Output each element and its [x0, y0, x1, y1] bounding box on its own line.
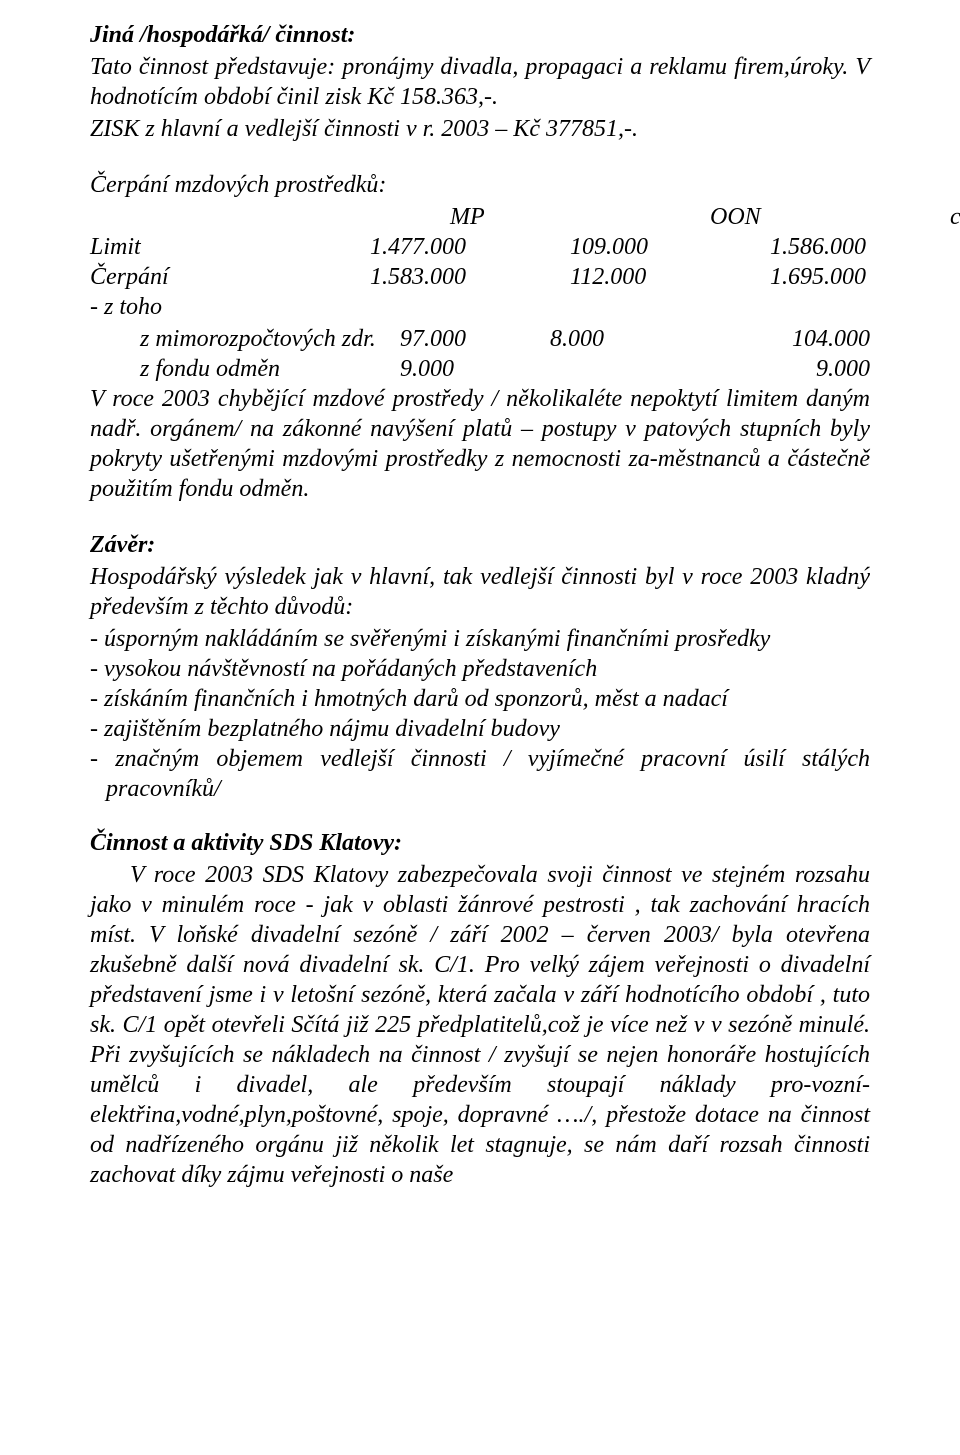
funds-header-row: MP OON celkem	[90, 202, 870, 232]
cell-celkem: 104.000	[720, 324, 870, 354]
list-item: - zajištěním bezplatného nájmu divadelní…	[90, 714, 870, 744]
funds-paragraph: V roce 2003 chybějící mzdové prostředy /…	[90, 384, 870, 504]
spacer	[90, 146, 870, 170]
funds-heading: Čerpání mzdových prostředků:	[90, 170, 870, 200]
cell-mp: 1.477.000	[370, 232, 570, 262]
spacer	[90, 804, 870, 828]
cell-mp: 1.583.000	[370, 262, 570, 292]
cell-label: z fondu odměn	[140, 354, 400, 384]
funds-header-mp: MP	[370, 202, 650, 232]
cell-label: Limit	[90, 232, 370, 262]
cell-oon: 112.000	[570, 262, 770, 292]
list-item: - získáním finančních i hmotných darů od…	[90, 684, 870, 714]
blank-cell	[90, 202, 370, 232]
sds-body: V roce 2003 SDS Klatovy zabezpečovala sv…	[90, 860, 870, 1190]
list-item: - úsporným nakládáním se svěřenými i zís…	[90, 624, 870, 654]
cell-oon: 109.000	[570, 232, 770, 262]
cell-mp: 9.000	[400, 354, 550, 384]
table-row: z mimorozpočtových zdr. 97.000 8.000 104…	[90, 324, 870, 354]
cell-label: Čerpání	[90, 262, 370, 292]
cell-celkem: 1.586.000	[770, 232, 870, 262]
spacer	[90, 506, 870, 530]
list-item: - značným objemem vedlejší činnosti / vy…	[90, 744, 870, 804]
table-row: Čerpání 1.583.000 112.000 1.695.000	[90, 262, 870, 292]
cell-celkem: 1.695.000	[770, 262, 870, 292]
section1-line1: Tato činnost představuje: pronájmy divad…	[90, 52, 870, 112]
zaver-list: - úsporným nakládáním se svěřenými i zís…	[90, 624, 870, 804]
list-item: - vysokou návštěvností na pořádaných pře…	[90, 654, 870, 684]
cell-celkem: 9.000	[720, 354, 870, 384]
section1-heading: Jiná /hospodářká/ činnost:	[90, 20, 870, 50]
funds-ztoho: - z toho	[90, 292, 870, 322]
section1-line2: ZISK z hlavní a vedlejší činnosti v r. 2…	[90, 114, 870, 144]
funds-header-celkem: celkem	[910, 202, 960, 232]
sds-heading: Činnost a aktivity SDS Klatovy:	[90, 828, 870, 858]
zaver-lead: Hospodářský výsledek jak v hlavní, tak v…	[90, 562, 870, 622]
funds-header-oon: OON	[650, 202, 910, 232]
cell-oon: 8.000	[550, 324, 720, 354]
zaver-heading: Závěr:	[90, 530, 870, 560]
table-row: Limit 1.477.000 109.000 1.586.000	[90, 232, 870, 262]
cell-mp: 97.000	[400, 324, 550, 354]
cell-label: z mimorozpočtových zdr.	[140, 324, 400, 354]
sds-heading-text: Činnost a aktivity SDS Klatovy:	[90, 830, 402, 856]
cell-oon	[550, 354, 720, 384]
table-row: z fondu odměn 9.000 9.000	[90, 354, 870, 384]
